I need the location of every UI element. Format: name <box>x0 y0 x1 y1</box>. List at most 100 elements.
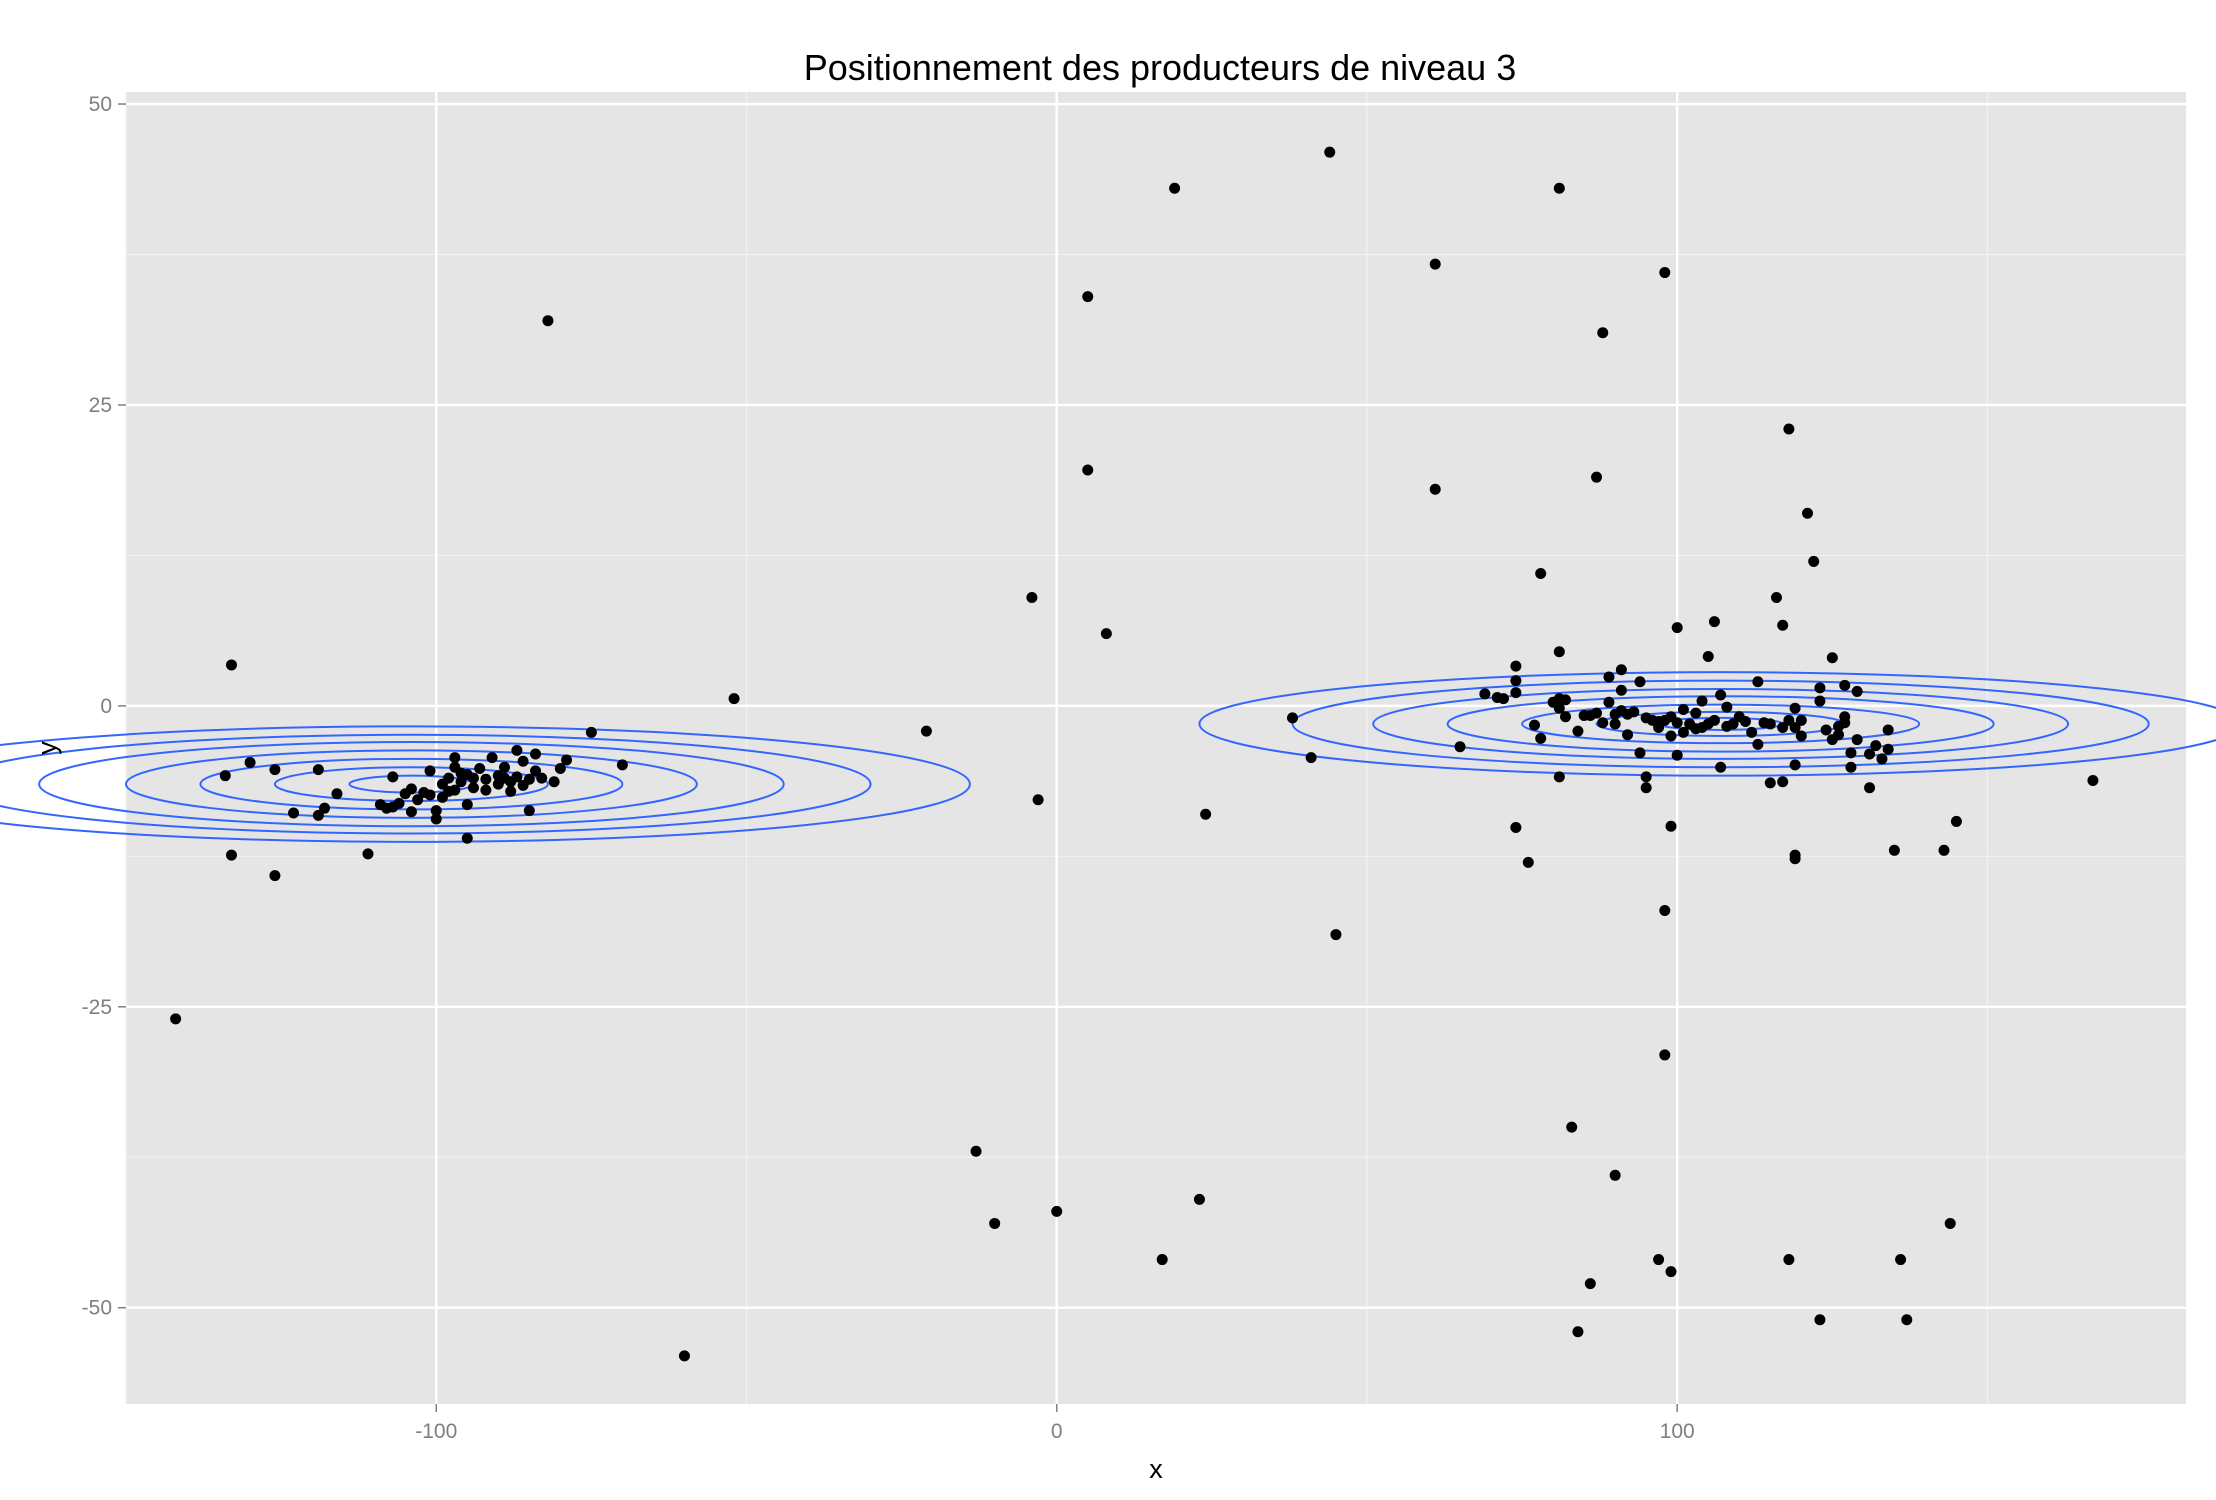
data-point <box>678 1350 690 1362</box>
data-point <box>467 772 479 784</box>
data-point <box>542 315 554 327</box>
data-point <box>1597 717 1609 729</box>
data-point <box>269 870 281 882</box>
data-point <box>1553 646 1565 658</box>
x-tick-label: -100 <box>415 1420 457 1443</box>
data-point <box>1833 729 1845 741</box>
data-point <box>1814 682 1826 694</box>
data-point <box>1752 676 1764 688</box>
data-point <box>1746 726 1758 738</box>
data-point <box>1603 696 1615 708</box>
data-point <box>1677 703 1689 715</box>
data-point <box>1826 652 1838 664</box>
data-point <box>1851 734 1863 746</box>
data-point <box>1051 1205 1063 1217</box>
contour-line <box>1372 688 2070 760</box>
data-point <box>1287 712 1299 724</box>
y-axis-label: y <box>32 741 62 755</box>
data-point <box>1839 711 1851 723</box>
data-point <box>970 1145 982 1157</box>
data-point <box>1653 1254 1665 1266</box>
contour-line <box>0 733 872 835</box>
data-point <box>1882 743 1894 755</box>
x-tick-label: 100 <box>1660 1420 1695 1443</box>
data-point <box>424 765 436 777</box>
data-point <box>1789 722 1801 734</box>
data-point <box>1572 1326 1584 1338</box>
data-points <box>170 146 2099 1362</box>
x-tick-label: 0 <box>1051 1420 1063 1443</box>
data-point <box>1510 660 1522 672</box>
data-point <box>331 788 343 800</box>
data-point <box>616 759 628 771</box>
data-point <box>430 805 442 817</box>
y-tick-label: 50 <box>89 93 112 116</box>
data-point <box>1100 628 1112 640</box>
data-point <box>1591 707 1603 719</box>
data-point <box>1864 748 1876 760</box>
data-point <box>1597 327 1609 339</box>
data-point <box>430 813 442 825</box>
data-point <box>548 776 560 788</box>
data-point <box>1560 694 1572 706</box>
data-point <box>1510 675 1522 687</box>
y-tick-label: 0 <box>100 695 112 718</box>
data-point <box>1671 749 1683 761</box>
data-point <box>393 797 405 809</box>
data-point <box>1864 782 1876 794</box>
data-point <box>1634 747 1646 759</box>
data-point <box>920 725 932 737</box>
data-point <box>412 794 424 806</box>
data-point <box>1665 1266 1677 1278</box>
data-point <box>1603 671 1615 683</box>
data-point <box>1764 718 1776 730</box>
data-point <box>1628 706 1640 718</box>
data-point <box>728 693 740 705</box>
data-point <box>1789 849 1801 861</box>
data-point <box>517 755 529 767</box>
data-point <box>1690 707 1702 719</box>
data-point <box>1770 592 1782 604</box>
data-point <box>312 809 324 821</box>
data-point <box>1560 711 1572 723</box>
data-point <box>1795 714 1807 726</box>
data-point <box>1876 753 1888 765</box>
data-point <box>269 764 281 776</box>
data-point <box>1032 794 1044 806</box>
data-point <box>1429 258 1441 270</box>
data-point <box>1330 929 1342 941</box>
data-point <box>1510 821 1522 833</box>
data-point <box>554 762 566 774</box>
data-point <box>225 659 237 671</box>
data-point <box>1721 701 1733 713</box>
data-point <box>1429 483 1441 495</box>
data-point <box>1082 464 1094 476</box>
data-point <box>387 771 399 783</box>
data-point <box>312 764 324 776</box>
data-point <box>1708 714 1720 726</box>
data-point <box>1950 815 1962 827</box>
data-point <box>405 806 417 818</box>
data-point <box>1820 724 1832 736</box>
data-point <box>288 807 300 819</box>
data-point <box>1715 689 1727 701</box>
data-point <box>1082 291 1094 303</box>
contour-line <box>1198 671 2216 777</box>
data-point <box>989 1217 1001 1229</box>
data-point <box>530 748 542 760</box>
data-point <box>1715 761 1727 773</box>
y-tick-label: 25 <box>89 394 112 417</box>
data-point <box>1944 1217 1956 1229</box>
data-point <box>225 849 237 861</box>
data-point <box>449 784 461 796</box>
contour-line <box>38 740 785 828</box>
major-gridlines <box>126 92 2186 1404</box>
data-point <box>511 744 523 756</box>
data-point <box>1888 844 1900 856</box>
data-point <box>486 752 498 764</box>
data-point <box>530 765 542 777</box>
data-point <box>1169 182 1181 194</box>
data-point <box>1615 684 1627 696</box>
data-point <box>1708 616 1720 628</box>
